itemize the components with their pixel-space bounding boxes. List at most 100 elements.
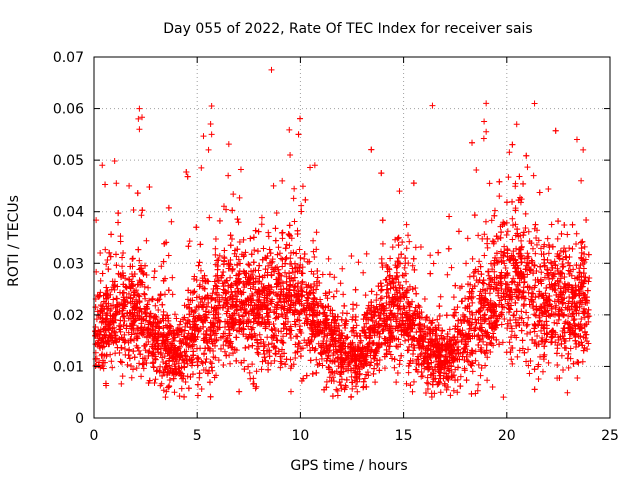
data-point xyxy=(396,357,403,364)
data-point xyxy=(177,353,184,360)
data-point xyxy=(352,368,359,375)
data-point xyxy=(491,268,498,275)
data-point xyxy=(496,193,503,200)
data-point xyxy=(436,313,443,320)
data-point xyxy=(286,126,293,133)
data-point xyxy=(234,277,241,284)
data-point xyxy=(292,321,299,328)
data-point xyxy=(103,290,110,297)
data-point xyxy=(283,285,290,292)
data-point xyxy=(344,333,351,340)
data-point xyxy=(475,361,482,368)
data-point xyxy=(101,343,108,350)
data-point xyxy=(452,282,459,289)
data-point xyxy=(266,246,273,253)
data-point xyxy=(534,227,541,234)
data-point xyxy=(314,321,321,328)
data-point xyxy=(541,274,548,281)
data-point xyxy=(319,327,326,334)
data-point xyxy=(160,258,167,265)
data-point xyxy=(309,370,316,377)
data-point xyxy=(395,234,402,241)
data-point xyxy=(423,379,430,386)
data-point xyxy=(105,305,112,312)
data-point xyxy=(290,195,297,202)
chart-title: Day 055 of 2022, Rate Of TEC Index for r… xyxy=(163,21,532,37)
data-point xyxy=(585,306,592,313)
data-point xyxy=(508,252,515,259)
data-point xyxy=(564,355,571,362)
data-point xyxy=(162,360,169,367)
data-point xyxy=(217,334,224,341)
data-point xyxy=(470,273,477,280)
data-point xyxy=(522,295,529,302)
data-point xyxy=(513,308,520,315)
data-point xyxy=(554,235,561,242)
data-point xyxy=(578,339,585,346)
data-point xyxy=(340,291,347,298)
data-point xyxy=(386,294,393,301)
data-point xyxy=(538,269,545,276)
data-point xyxy=(109,364,116,371)
data-point xyxy=(245,343,252,350)
data-point xyxy=(120,281,127,288)
data-point xyxy=(549,333,556,340)
data-point xyxy=(477,346,484,353)
data-point xyxy=(140,361,147,368)
data-point xyxy=(306,311,313,318)
data-point xyxy=(274,251,281,258)
data-point xyxy=(432,364,439,371)
data-point xyxy=(439,327,446,334)
data-point xyxy=(455,228,462,235)
data-point xyxy=(310,237,317,244)
data-point xyxy=(206,214,213,221)
data-point xyxy=(242,249,249,256)
data-point xyxy=(549,265,556,272)
data-point xyxy=(252,275,259,282)
data-point xyxy=(361,375,368,382)
data-point xyxy=(502,265,509,272)
data-point xyxy=(270,289,277,296)
data-point xyxy=(450,334,457,341)
data-point xyxy=(576,325,583,332)
data-point xyxy=(186,311,193,318)
data-point xyxy=(471,283,478,290)
data-point xyxy=(326,271,333,278)
data-point xyxy=(562,280,569,287)
data-point xyxy=(353,322,360,329)
data-point xyxy=(424,314,431,321)
data-point xyxy=(167,328,174,335)
data-point xyxy=(546,281,553,288)
data-point xyxy=(410,180,417,187)
data-point xyxy=(472,348,479,355)
data-point xyxy=(405,287,412,294)
data-point xyxy=(555,310,562,317)
data-point xyxy=(294,283,301,290)
data-point xyxy=(565,267,572,274)
data-point xyxy=(267,307,274,314)
data-point xyxy=(406,307,413,314)
data-point xyxy=(544,235,551,242)
data-point xyxy=(523,358,530,365)
data-point xyxy=(254,248,261,255)
data-point xyxy=(573,310,580,317)
data-point xyxy=(146,318,153,325)
data-point xyxy=(268,340,275,347)
scatter-points xyxy=(92,66,593,401)
data-point xyxy=(122,346,129,353)
data-point xyxy=(338,385,345,392)
data-point xyxy=(483,296,490,303)
data-point xyxy=(377,287,384,294)
data-point xyxy=(421,296,428,303)
data-point xyxy=(362,329,369,336)
data-point xyxy=(233,334,240,341)
data-point xyxy=(157,345,164,352)
data-point xyxy=(478,348,485,355)
data-point xyxy=(163,388,170,395)
data-point xyxy=(475,332,482,339)
data-point xyxy=(529,336,536,343)
data-point xyxy=(323,338,330,345)
data-point xyxy=(269,256,276,263)
data-point xyxy=(215,357,222,364)
data-point xyxy=(472,316,479,323)
